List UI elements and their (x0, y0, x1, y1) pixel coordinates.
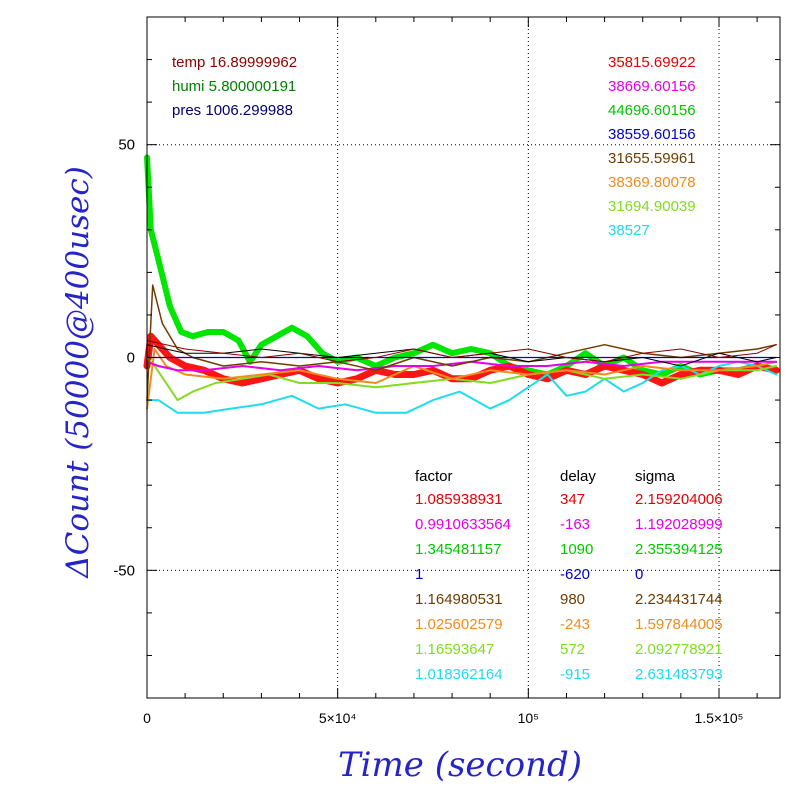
parameter-table: factor delay sigma 1.085938931 347 2.15920… (415, 468, 723, 683)
table-delay-cell: -915 (560, 666, 590, 683)
series-average-value: 31694.90039 (608, 198, 696, 215)
table-sigma-cell: 2.092778921 (635, 641, 723, 658)
table-sigma-cell: 2.159204006 (635, 491, 723, 508)
table-factor-cell: 1 (415, 566, 423, 583)
series-average-value: 38559.60156 (608, 126, 696, 143)
table-factor-cell: 1.16593647 (415, 641, 494, 658)
table-header-factor: factor (415, 468, 453, 485)
series-line (146, 356, 778, 402)
y-tick-label: -50 (113, 562, 135, 579)
x-tick-label: 5×10⁴ (319, 710, 357, 726)
table-factor-cell: 1.164980531 (415, 591, 503, 608)
table-delay-cell: -620 (560, 566, 590, 583)
series-average-value: 38669.60156 (608, 78, 696, 95)
y-tick-label: 50 (118, 137, 135, 154)
env-reading: pres 1006.299988 (172, 102, 293, 119)
avg-values-block: 35815.69922 38669.60156 44696.60156 38559.6… (608, 54, 696, 239)
table-sigma-cell: 2.355394125 (635, 541, 723, 558)
series-average-value: 38369.80078 (608, 174, 696, 191)
env-reading: humi 5.800000191 (172, 78, 296, 95)
series-average-value: 31655.59961 (608, 150, 696, 167)
y-tick-label: 0 (127, 350, 135, 367)
table-delay-cell: -163 (560, 516, 590, 533)
series-line (146, 360, 778, 414)
table-factor-cell: 1.018362164 (415, 666, 503, 683)
series-line (146, 348, 778, 410)
minor-ticks (147, 17, 780, 698)
series-average-value: 44696.60156 (608, 102, 696, 119)
table-delay-cell: 980 (560, 591, 585, 608)
tick-labels: 0 5×10⁴ 10⁵ 1.5×10⁵ 50 0 -50 (113, 137, 743, 726)
table-factor-cell: 0.9910633564 (415, 516, 511, 533)
env-reading: temp 16.89999962 (172, 54, 297, 71)
x-axis-title: Time (second) (338, 745, 582, 785)
table-sigma-cell: 1.192028999 (635, 516, 723, 533)
y-axis-title: ΔCount (50000@400usec) (60, 166, 96, 579)
table-sigma-cell: 0 (635, 566, 643, 583)
series-line (144, 154, 780, 378)
x-tick-label: 10⁵ (518, 710, 539, 726)
table-sigma-cell: 1.597844005 (635, 616, 723, 633)
table-factor-cell: 1.085938931 (415, 491, 503, 508)
x-tick-label: 1.5×10⁵ (694, 710, 743, 726)
table-delay-cell: -243 (560, 616, 590, 633)
series-average-value: 38527 (608, 222, 650, 239)
env-annotation-block: temp 16.89999962 humi 5.800000191 pres 100… (172, 54, 297, 119)
table-delay-cell: 572 (560, 641, 585, 658)
series-line (146, 340, 777, 363)
table-header-sigma: sigma (635, 468, 676, 485)
series-average-value: 35815.69922 (608, 54, 696, 71)
table-sigma-cell: 2.631483793 (635, 666, 723, 683)
table-delay-cell: 347 (560, 491, 585, 508)
table-header-delay: delay (560, 468, 596, 485)
table-factor-cell: 1.025602579 (415, 616, 503, 633)
x-tick-label: 0 (143, 710, 151, 726)
table-factor-cell: 1.345481157 (415, 541, 501, 558)
table-delay-cell: 1090 (560, 541, 593, 558)
table-sigma-cell: 2.234431744 (635, 591, 723, 608)
series-layer (143, 154, 780, 414)
